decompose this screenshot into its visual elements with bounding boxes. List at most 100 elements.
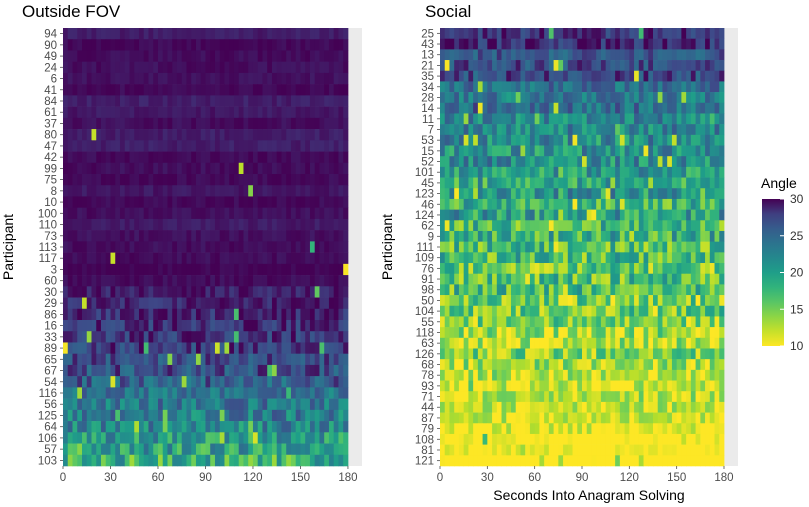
heat-cell [105,308,111,321]
heatmap-cells [440,28,725,467]
heat-cell [124,50,130,62]
heat-cell [257,432,263,444]
heat-cell [295,28,301,40]
heat-cell [100,432,107,444]
heat-cell [615,412,621,424]
heat-cell [276,342,282,354]
heat-cell [662,263,668,274]
y-tick-label: 3 [51,264,57,276]
heat-cell [86,140,92,152]
heat-cell [100,376,107,388]
heat-cell [214,308,221,321]
heat-cell [191,376,197,388]
heat-cell [252,342,259,354]
heat-cell [328,387,335,399]
heat-cell [343,454,349,467]
heat-cell [143,331,149,343]
heat-cell [553,102,559,114]
heat-cell [67,387,73,399]
heat-cell [553,273,559,285]
heat-cell [586,81,592,93]
heat-cell [72,353,78,366]
heat-cell [262,50,268,62]
heat-cell [229,252,235,265]
heat-cell [271,286,278,298]
heat-cell [676,102,682,114]
heat-cell [477,166,483,178]
heat-cell [501,134,507,146]
heat-cell [657,220,663,232]
heat-cell [653,316,659,328]
heat-cell [200,50,206,62]
heat-cell [634,70,640,82]
heat-cell [281,297,287,310]
heat-cell [134,297,140,310]
heat-cell [119,342,126,354]
heat-cell [210,129,216,141]
heat-cell [643,391,649,403]
heat-cell [440,433,446,445]
heat-cell [134,364,140,377]
heat-cell [487,124,493,136]
heat-cell [214,263,221,276]
heat-cell [600,177,607,189]
heat-cell [319,252,325,265]
heat-cell [615,391,621,403]
heat-cell [328,50,335,62]
heat-cell [572,391,578,403]
heat-cell [309,443,316,456]
heat-cell [186,39,192,51]
heat-cell [319,308,325,321]
heat-cell [440,220,446,232]
heat-cell [309,185,316,197]
heat-cell [333,196,339,208]
heat-cell [610,295,616,307]
heat-cell [214,454,221,467]
heat-cell [233,252,240,265]
heat-cell [482,455,488,467]
heat-cell [243,28,249,40]
heat-cell [544,327,550,339]
heat-cell [634,38,640,50]
heat-cell [667,380,673,392]
heat-cell [110,308,116,321]
heat-cell [257,174,263,186]
heat-cell [295,331,301,343]
heat-cell [690,359,696,371]
heat-cell [648,145,654,157]
heat-cell [129,263,135,276]
heat-cell [553,145,559,157]
heat-cell [248,95,254,107]
heat-cell [558,295,564,307]
heat-cell [520,423,526,435]
heat-cell [143,140,149,152]
heat-cell [695,252,701,264]
heat-cell [67,174,73,186]
heat-cell [591,198,597,210]
heat-cell [271,421,278,433]
heat-cell [700,134,706,146]
heat-cell [233,320,240,332]
heat-cell [96,241,102,253]
heat-cell [338,162,344,175]
heat-cell [63,398,69,411]
heat-cell [319,398,325,411]
heat-cell [224,61,230,74]
heat-cell [224,275,230,287]
heat-cell [77,320,83,332]
y-tick-label: 117 [39,253,57,265]
heat-cell [96,61,102,74]
heat-cell [281,151,287,164]
heat-cell [100,320,107,332]
heat-cell [648,49,654,61]
heat-cell [300,28,306,40]
panel-social: 2543132135342814117531552101451234612462… [379,2,738,503]
heat-cell [186,61,192,74]
heat-cell [86,50,92,62]
heat-cell [440,241,446,253]
heat-cell [657,60,663,72]
heat-cell [496,38,502,50]
heat-cell [290,398,297,411]
heat-cell [100,230,107,242]
y-tick-label: 65 [44,354,57,366]
